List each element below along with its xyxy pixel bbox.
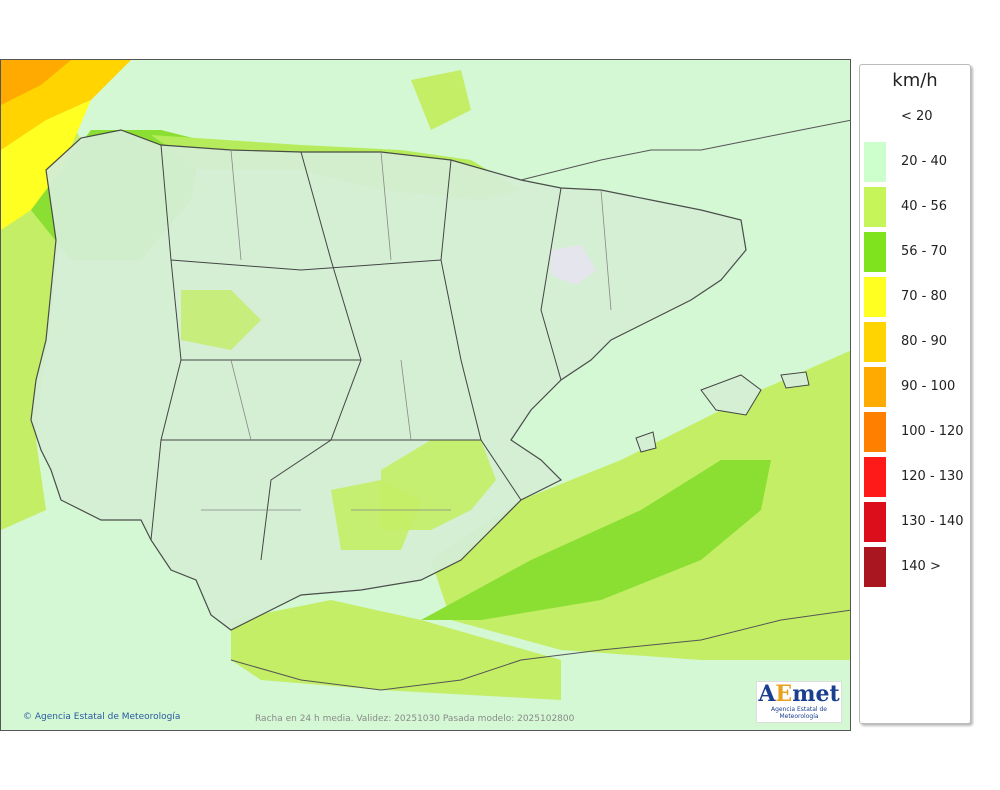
- legend-swatch: [864, 187, 886, 227]
- africa-coast: [230, 609, 850, 691]
- northwest-gust-zone-yellow: [1, 100, 91, 230]
- legend-label: < 20: [901, 109, 933, 124]
- ibiza: [635, 431, 657, 453]
- legend-swatch: [864, 502, 886, 542]
- legend-swatch: [864, 322, 886, 362]
- copyright-credit: © Agencia Estatal de Meteorología: [23, 712, 181, 722]
- legend-label: 140 >: [901, 559, 941, 574]
- legend-label: 40 - 56: [901, 199, 948, 214]
- alboran-gust-zone-strong: [421, 460, 771, 620]
- legend-swatch: [864, 142, 886, 182]
- legend-label: 130 - 140: [901, 514, 964, 529]
- legend-swatch: [864, 232, 886, 272]
- aemet-logo-subtitle: Agencia Estatal de Meteorología: [770, 706, 827, 720]
- legend-row: 20 - 40: [864, 142, 968, 182]
- legend-label: 56 - 70: [901, 244, 948, 259]
- legend-label: 20 - 40: [901, 154, 948, 169]
- legend-row: 56 - 70: [864, 232, 968, 272]
- legend-label: 80 - 90: [901, 334, 948, 349]
- aemet-logo-mark: AEmet: [758, 681, 840, 707]
- legend-swatch: [864, 367, 886, 407]
- aemet-logo: AEmet Agencia Estatal de Meteorología: [756, 681, 842, 723]
- legend-swatch: [864, 277, 886, 317]
- legend-row: 80 - 90: [864, 322, 968, 362]
- mallorca: [700, 374, 762, 416]
- legend-swatch: [864, 547, 886, 587]
- menorca: [780, 371, 810, 389]
- region-boundaries: [150, 144, 562, 561]
- legend-row: 120 - 130: [864, 457, 968, 497]
- legend-unit: km/h: [892, 70, 938, 91]
- map-canvas: [1, 60, 850, 730]
- legend-label: 90 - 100: [901, 379, 956, 394]
- wind-gust-map: © Agencia Estatal de Meteorología Racha …: [0, 59, 851, 731]
- strait-gust-zone: [231, 600, 561, 700]
- legend-row: 90 - 100: [864, 367, 968, 407]
- legend-swatch: [864, 412, 886, 452]
- legend-row: 100 - 120: [864, 412, 968, 452]
- province-boundaries: [201, 149, 612, 511]
- legend-label: 120 - 130: [901, 469, 964, 484]
- france-coast: [520, 119, 850, 181]
- northwest-gust-zone-orange: [1, 60, 71, 105]
- legend-row: 140 >: [864, 547, 968, 587]
- calm-zone-ebro: [551, 245, 596, 285]
- legend-swatch: [864, 457, 886, 497]
- legend-row: 40 - 56: [864, 187, 968, 227]
- north-sea-gust-zone: [411, 70, 471, 130]
- inland-gust-zone-2: [331, 480, 421, 550]
- legend-row: < 20: [864, 97, 968, 137]
- legend-label: 70 - 80: [901, 289, 948, 304]
- inland-gust-zone-3: [181, 290, 261, 350]
- legend-label: 100 - 120: [901, 424, 964, 439]
- wind-legend: km/h < 20 20 - 40 40 - 56 56 - 70 70 - 80 80 …: [859, 64, 971, 724]
- validity-footer: Racha en 24 h media. Validez: 20251030 P…: [255, 714, 575, 724]
- legend-row: 130 - 140: [864, 502, 968, 542]
- legend-swatch: [864, 97, 886, 137]
- legend-row: 70 - 80: [864, 277, 968, 317]
